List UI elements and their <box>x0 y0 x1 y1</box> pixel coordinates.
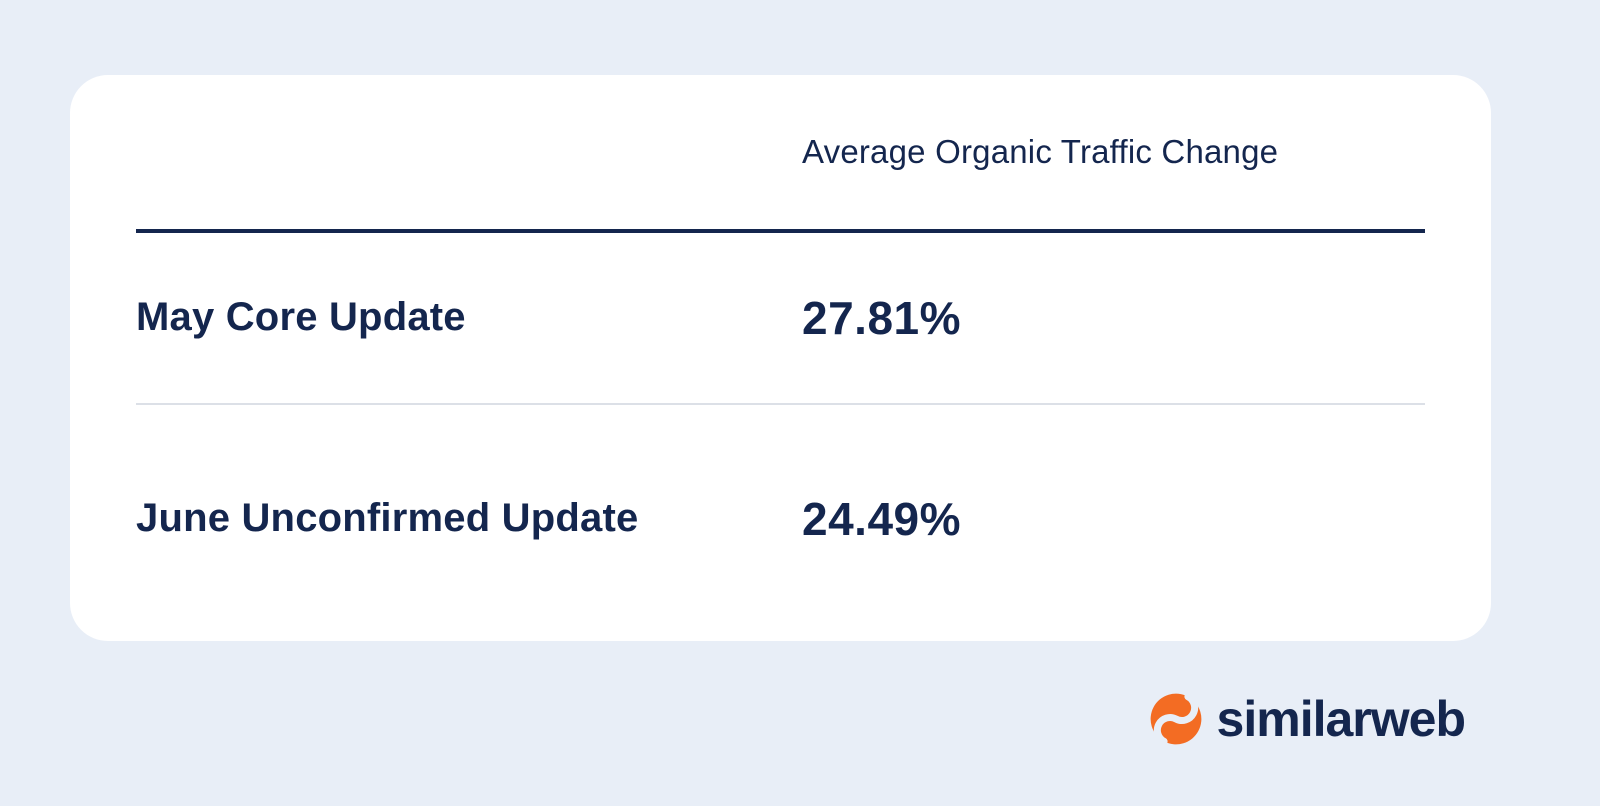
similarweb-logo: similarweb <box>1149 690 1466 748</box>
table-row: June Unconfirmed Update 24.49% <box>136 405 1425 633</box>
row-value-may-core-update: 27.81% <box>802 292 962 344</box>
traffic-change-table-card: Average Organic Traffic Change May Core … <box>70 75 1491 641</box>
similarweb-swirl-icon <box>1150 693 1201 745</box>
row-label-may-core-update: May Core Update <box>136 295 466 340</box>
column-header-average-organic-traffic-change: Average Organic Traffic Change <box>802 133 1279 170</box>
similarweb-wordmark: similarweb <box>1216 691 1466 747</box>
row-label-june-unconfirmed-update: June Unconfirmed Update <box>136 496 639 541</box>
table-header-row: Average Organic Traffic Change <box>136 75 1425 233</box>
table-row: May Core Update 27.81% <box>136 233 1425 405</box>
row-value-june-unconfirmed-update: 24.49% <box>802 493 962 545</box>
